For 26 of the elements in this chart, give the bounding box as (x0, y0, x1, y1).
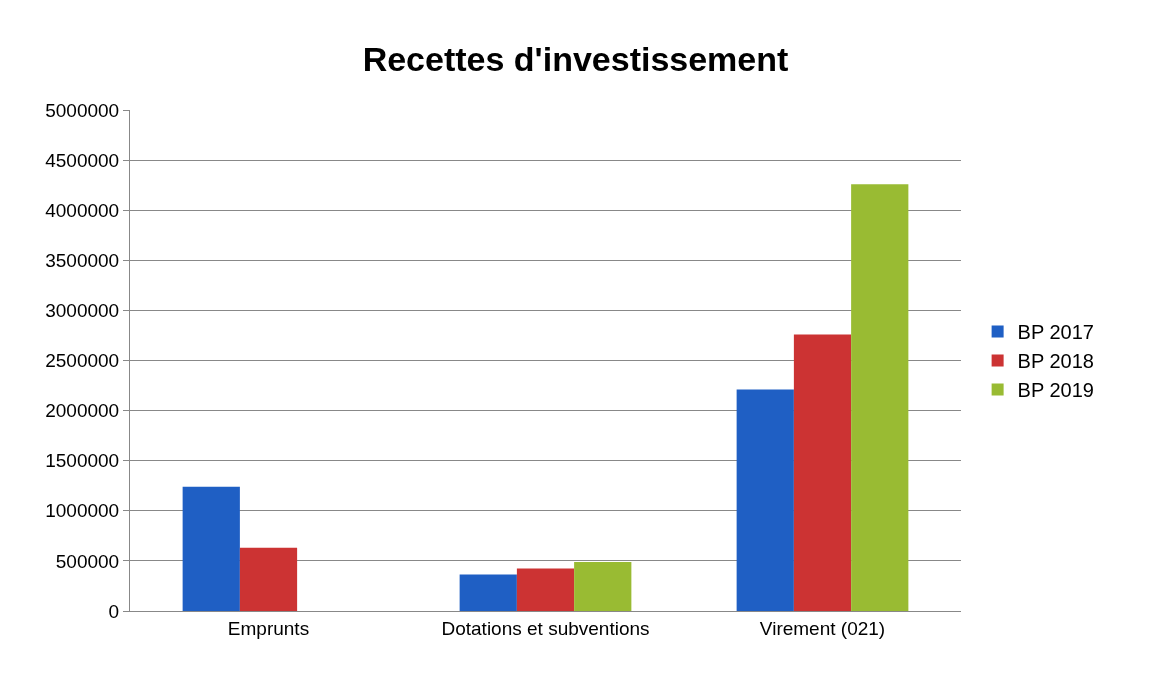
bar (239, 547, 298, 611)
bar (574, 561, 632, 611)
bar (851, 184, 909, 611)
y-tick-label: 1000000 (45, 500, 120, 522)
bar (182, 486, 240, 611)
y-tick-label: 2000000 (45, 400, 120, 422)
chart-title: Recettes d'investissement (362, 40, 789, 79)
y-tick-label: 4000000 (45, 199, 120, 221)
y-tick-label: 4500000 (45, 149, 120, 171)
y-tick-label: 0 (108, 600, 120, 622)
legend-label: BP 2017 (1017, 321, 1094, 344)
bar (793, 334, 852, 611)
y-tick-label: 1500000 (45, 450, 120, 472)
x-tick-label: Dotations et subventions (441, 617, 650, 639)
legend-label: BP 2018 (1017, 350, 1094, 373)
y-tick-label: 2500000 (45, 350, 120, 372)
bar (736, 389, 794, 611)
x-tick-label: Emprunts (227, 617, 310, 639)
bar (459, 574, 517, 611)
x-tick-label: Virement (021) (759, 617, 886, 639)
y-tick-label: 5000000 (45, 99, 120, 121)
legend-label: BP 2019 (1017, 379, 1094, 402)
bar (516, 568, 575, 611)
y-tick-label: 3000000 (45, 300, 120, 322)
y-tick-label: 500000 (55, 550, 120, 572)
y-tick-label: 3500000 (45, 249, 120, 271)
